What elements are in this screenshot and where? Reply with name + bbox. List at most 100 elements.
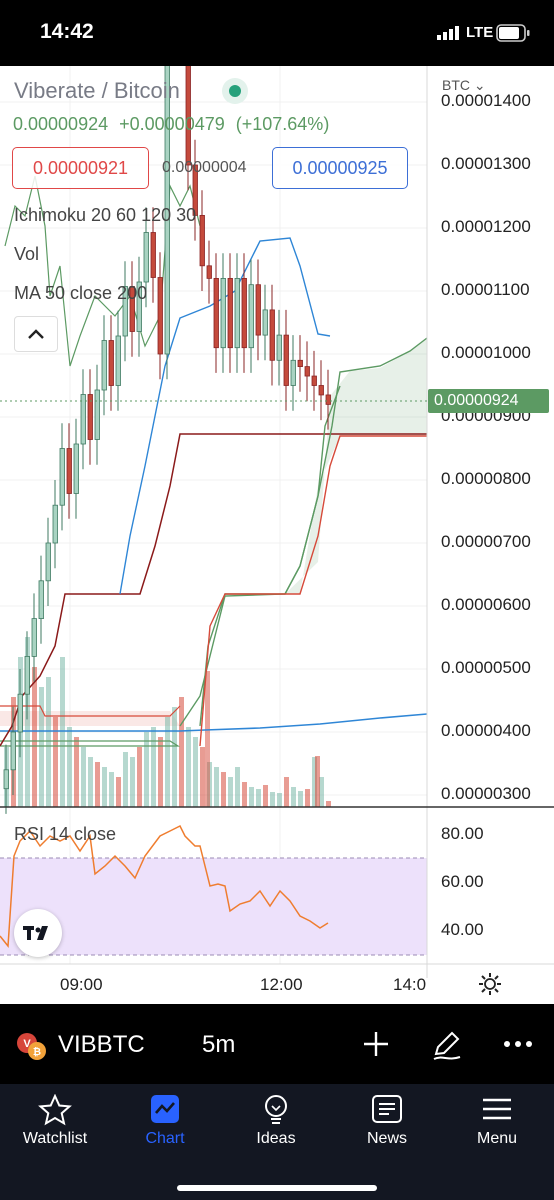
volume-bar [235, 767, 240, 807]
price-change-pct: (+107.64%) [235, 114, 330, 134]
tab-label: News [366, 1130, 407, 1147]
candle-up [290, 359, 296, 386]
candle-down [87, 394, 93, 440]
volume-bar [256, 789, 261, 807]
candle-up [24, 656, 30, 695]
volume-bar [284, 777, 289, 807]
candle-down [318, 385, 324, 396]
collapse-studies-button[interactable] [14, 316, 58, 352]
signal-icon [437, 26, 459, 40]
tradingview-logo[interactable] [14, 909, 62, 957]
candle-down [213, 277, 219, 349]
volume-bar [130, 757, 135, 807]
volume-bar [172, 707, 177, 807]
candle-up [143, 232, 149, 283]
chart-canvas[interactable] [0, 66, 554, 1004]
more-icon[interactable] [503, 1040, 533, 1048]
tab-label: Ideas [256, 1130, 296, 1147]
rsi-study-label[interactable]: RSI 14 close [14, 824, 117, 844]
lightbulb-icon [265, 1095, 287, 1124]
chart-area[interactable]: Viberate / Bitcoin 0.00000924 +0.0000047… [0, 66, 554, 1004]
rsi-axis-label: 40.00 [441, 920, 484, 939]
pen-icon[interactable] [430, 1028, 464, 1062]
sell-button[interactable]: 0.00000921 [12, 147, 149, 189]
volume-bar [25, 637, 30, 807]
volume-bar [74, 737, 79, 807]
volume-bar [205, 671, 210, 807]
volume-bar [158, 737, 163, 807]
rsi-band [0, 858, 427, 955]
price-axis-label: 0.00000300 [441, 784, 531, 803]
candle-up [38, 580, 44, 619]
tab-watchlist[interactable]: Watchlist [0, 1084, 110, 1164]
volume-bar [249, 787, 254, 807]
chart-title[interactable]: Viberate / Bitcoin [14, 78, 180, 103]
status-bar: 14:42 LTE [0, 0, 554, 66]
candle-up [136, 281, 142, 332]
candle-down [108, 340, 114, 386]
volume-bar [228, 777, 233, 807]
add-icon[interactable] [362, 1030, 390, 1058]
candle-up [262, 309, 268, 336]
volume-bar [270, 792, 275, 807]
volume-bar [81, 747, 86, 807]
candle-down [297, 359, 303, 367]
volume-bar [88, 757, 93, 807]
menu-icon [483, 1098, 511, 1120]
price-axis-label: 0.00001300 [441, 154, 531, 173]
price-change: +0.00000479 [119, 114, 225, 134]
volume-bar [46, 677, 51, 807]
ma-line [0, 713, 428, 732]
svg-text:₿: ₿ [33, 1046, 41, 1058]
buy-button[interactable]: 0.00000925 [272, 147, 408, 189]
volume-bar [95, 762, 100, 807]
candle-down [255, 284, 261, 336]
price-axis-label: 0.00001200 [441, 217, 531, 236]
volume-bar [137, 747, 142, 807]
symbol-logo-icon: V ₿ [17, 1033, 46, 1060]
status-time: 14:42 [40, 20, 94, 43]
volume-bar [179, 697, 184, 807]
candle-down [283, 334, 289, 386]
symbol-toolbar: V ₿ VIBBTC 5m [0, 1004, 554, 1084]
volume-bar [109, 772, 114, 807]
candles [3, 66, 331, 814]
rsi-pane [0, 824, 427, 956]
rsi-axis-label: 60.00 [441, 872, 484, 891]
study-ma[interactable]: MA 50 close 200 [14, 283, 148, 303]
volume-bar [32, 667, 37, 807]
candle-down [325, 394, 331, 405]
interval-button[interactable]: 5m [202, 1031, 236, 1058]
star-icon [38, 1094, 72, 1126]
tab-menu[interactable]: Menu [442, 1084, 552, 1164]
price-axis-label: 0.00001000 [441, 343, 531, 362]
candle-up [73, 443, 79, 494]
tab-ideas[interactable]: Ideas [221, 1084, 331, 1164]
candle-up [276, 334, 282, 361]
price-axis-label: 0.00001400 [441, 91, 531, 110]
settings-icon[interactable] [478, 972, 502, 996]
price-summary: 0.00000924 +0.00000479 (+107.64%) [13, 114, 335, 135]
axis-currency-selector[interactable]: BTC ⌄ [442, 77, 486, 93]
symbol-ticker-button[interactable]: VIBBTC [58, 1031, 145, 1058]
cloud-fill-bull [285, 338, 427, 594]
candle-down [241, 277, 247, 349]
volume-bar [102, 767, 107, 807]
study-ichimoku[interactable]: Ichimoku 20 60 120 30 [14, 205, 197, 225]
price-axis-label: 0.00000800 [441, 469, 531, 488]
price-axis-label: 0.00000400 [441, 721, 531, 740]
volume-bar [123, 752, 128, 807]
news-icon [372, 1095, 402, 1123]
tab-chart[interactable]: Chart [110, 1084, 220, 1164]
volume-bar [165, 717, 170, 807]
volume-bar [151, 727, 156, 807]
time-axis-label: 09:00 [60, 975, 103, 994]
tab-news[interactable]: News [332, 1084, 442, 1164]
svg-text:V: V [23, 1038, 31, 1050]
volume-bar [315, 756, 320, 807]
study-vol[interactable]: Vol [14, 244, 40, 264]
candle-up [80, 394, 86, 445]
volume-bar [116, 777, 121, 807]
live-indicator [222, 78, 248, 104]
candle-up [220, 277, 226, 349]
